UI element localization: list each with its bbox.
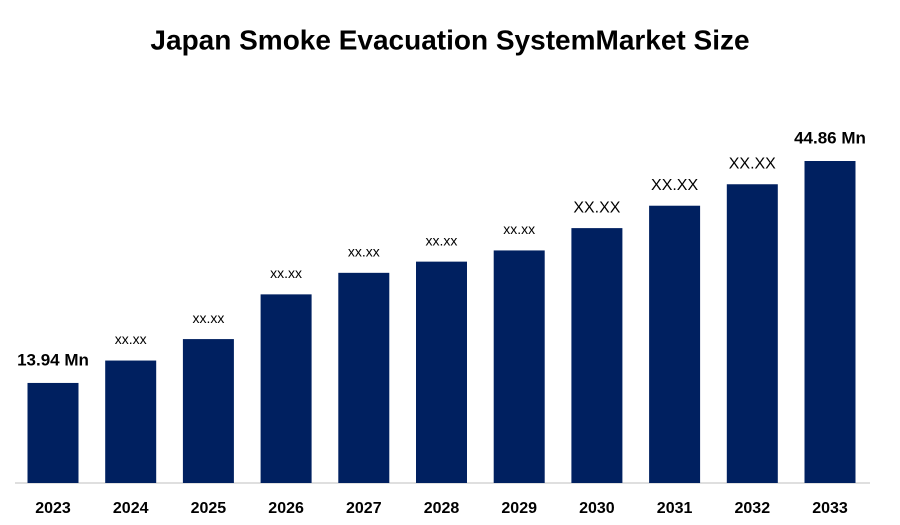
data-label: XX.XX [573,199,620,216]
bar [571,228,623,483]
bar [416,261,467,483]
x-tick-label: 2029 [501,500,537,517]
data-label: xx.xx [270,265,302,281]
x-tick-label: 2026 [268,500,304,517]
x-tick-label: 2027 [346,500,382,517]
x-tick-label: 2024 [113,500,149,517]
x-tick-label: 2028 [424,500,460,517]
data-label: XX.XX [729,155,776,172]
bar [804,161,856,483]
bar [260,294,312,483]
x-tick-label: 2030 [579,500,615,517]
data-label: 13.94 Mn [17,350,89,369]
bar [182,339,234,483]
chart-title: Japan Smoke Evacuation SystemMarket Size [150,24,749,55]
bar [105,360,157,483]
bar [493,250,545,483]
x-tick-label: 2031 [657,500,693,517]
x-tick-label: 2023 [35,500,71,517]
x-tick-label: 2025 [191,500,227,517]
data-label: xx.xx [192,310,224,326]
data-label: xx.xx [503,221,535,237]
data-label: XX.XX [651,177,698,194]
x-tick-label: 2033 [812,500,848,517]
x-tick-label: 2032 [735,500,771,517]
bar [726,184,778,483]
data-label: xx.xx [115,331,147,347]
data-label: xx.xx [426,232,458,248]
data-label: xx.xx [348,244,380,260]
data-label: 44.86 Mn [794,128,866,147]
bar [338,272,390,483]
bar [27,382,79,483]
bar [649,205,701,483]
